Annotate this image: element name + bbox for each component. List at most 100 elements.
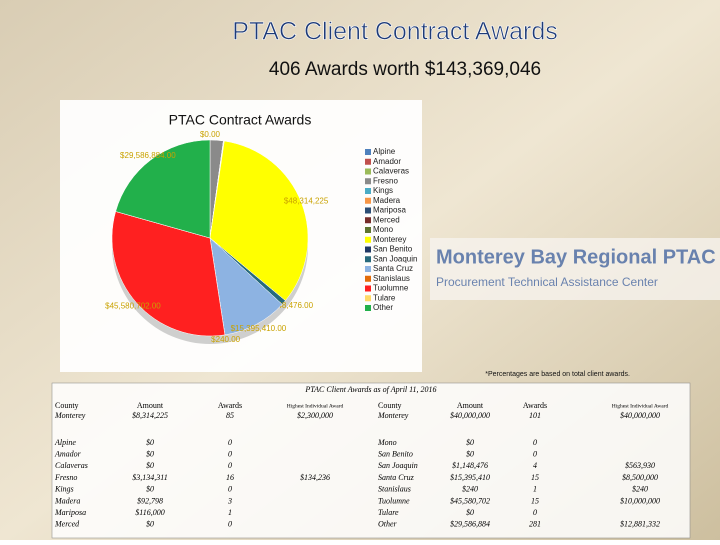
table-cell: Santa Cruz: [378, 473, 415, 482]
legend-label: Madera: [373, 196, 401, 205]
pie-slice: [209, 140, 309, 301]
table-cell: $0: [466, 508, 474, 517]
data-label: $240.00: [211, 335, 240, 344]
column-header: Amount: [137, 401, 164, 410]
table-cell: $8,314,225: [132, 411, 168, 420]
legend-label: Merced: [373, 215, 400, 224]
table-cell: $0: [466, 438, 474, 447]
data-label: $48,314,225: [284, 196, 329, 205]
legend-swatch: [365, 168, 371, 175]
table-cell: 1: [533, 485, 537, 494]
legend-label: Calaveras: [373, 167, 409, 176]
column-header: Amount: [457, 401, 484, 410]
legend-label: Monterey: [373, 235, 406, 244]
legend-label: Tulare: [373, 293, 396, 302]
column-header: Awards: [218, 401, 242, 410]
footnote: *Percentages are based on total client a…: [485, 371, 630, 378]
legend-label: San Joaquin: [373, 254, 417, 263]
table-cell: 15: [531, 496, 539, 505]
legend-swatch: [365, 256, 371, 263]
table-cell: 0: [228, 450, 232, 459]
table-cell: Monterey: [377, 411, 409, 420]
table-cell: $40,000,000: [620, 411, 660, 420]
legend-swatch: [365, 188, 371, 194]
table: [51, 382, 691, 539]
table-cell: Mariposa: [54, 508, 86, 517]
table-cell: 0: [533, 438, 537, 447]
slide-subtitle: 406 Awards worth $143,369,046: [269, 59, 541, 80]
table-cell: $1,148,476: [452, 461, 488, 470]
column-header: Highest Individual Award: [287, 403, 344, 409]
legend-swatch: [365, 207, 371, 214]
legend-label: Other: [373, 303, 393, 312]
table-title: PTAC Client Awards as of April 11, 2016: [304, 385, 436, 394]
legend-swatch: [365, 295, 371, 302]
slide-title: PTAC Client Contract Awards: [232, 18, 558, 46]
table-cell: San Joaquin: [378, 461, 418, 470]
table-cell: 101: [529, 411, 541, 420]
table-cell: $0: [146, 461, 154, 470]
org-name: Monterey Bay Regional PTAC: [436, 246, 716, 268]
legend-swatch: [365, 246, 371, 253]
table-cell: 85: [226, 411, 234, 420]
legend-label: Alpine: [373, 147, 396, 156]
legend-label: Amador: [373, 157, 401, 166]
table-cell: $40,000,000: [450, 411, 490, 420]
table-cell: $29,586,884: [450, 520, 490, 529]
column-header: County: [55, 401, 79, 410]
legend-label: Fresno: [373, 176, 398, 185]
table-cell: $116,000: [135, 508, 164, 517]
legend-label: Tuolumne: [373, 284, 409, 293]
table-cell: Other: [378, 520, 398, 529]
data-label: $1,148,476.00: [262, 301, 314, 310]
legend-label: Mariposa: [373, 206, 406, 215]
chart-title: PTAC Contract Awards: [169, 112, 312, 128]
legend-swatch: [365, 227, 371, 233]
legend-label: Santa Cruz: [373, 264, 413, 273]
column-header: Highest Individual Award: [612, 403, 669, 409]
column-header: Awards: [523, 401, 547, 410]
table-cell: Calaveras: [55, 461, 88, 470]
org-banner: [430, 238, 720, 300]
legend-label: San Benito: [373, 245, 413, 254]
legend-swatch: [365, 217, 371, 224]
table-cell: $0: [146, 450, 154, 459]
table-cell: San Benito: [378, 450, 413, 459]
table-cell: 1: [228, 508, 232, 517]
table-cell: $0: [146, 520, 154, 529]
table-cell: $3,134,311: [132, 473, 167, 482]
table-cell: Alpine: [54, 438, 76, 447]
table-cell: Fresno: [54, 473, 77, 482]
legend-label: Kings: [373, 186, 393, 195]
pie-slice: [209, 237, 283, 336]
table-cell: $8,500,000: [622, 473, 658, 482]
data-label: $29,586,884.00: [120, 151, 176, 160]
data-label: $45,580,702.00: [105, 301, 161, 310]
table-cell: $10,000,000: [620, 496, 660, 505]
table-cell: Tulare: [378, 508, 399, 517]
legend-swatch: [365, 275, 371, 282]
table-cell: $0: [146, 485, 154, 494]
table-cell: Tuolumne: [378, 496, 410, 505]
table-cell: $12,881,332: [620, 520, 660, 529]
table-cell: $92,798: [137, 496, 163, 505]
legend-swatch: [365, 158, 371, 165]
table-cell: $15,395,410: [450, 473, 490, 482]
org-subtitle: Procurement Technical Assistance Center: [436, 275, 658, 289]
legend-swatch: [365, 285, 371, 292]
pie-slice: [115, 139, 211, 239]
legend-swatch: [365, 236, 371, 243]
table-cell: Kings: [54, 485, 74, 494]
table-cell: Merced: [54, 520, 80, 529]
table-cell: $563,930: [625, 461, 655, 470]
table-cell: Madera: [54, 496, 80, 505]
legend-swatch: [365, 149, 371, 155]
table-cell: Monterey: [54, 411, 86, 420]
table-cell: 3: [227, 496, 232, 505]
table-cell: 0: [228, 461, 232, 470]
column-header: County: [378, 401, 402, 410]
legend-swatch: [365, 266, 371, 272]
table-cell: 0: [228, 438, 232, 447]
data-label: $15,395,410.00: [231, 324, 287, 333]
